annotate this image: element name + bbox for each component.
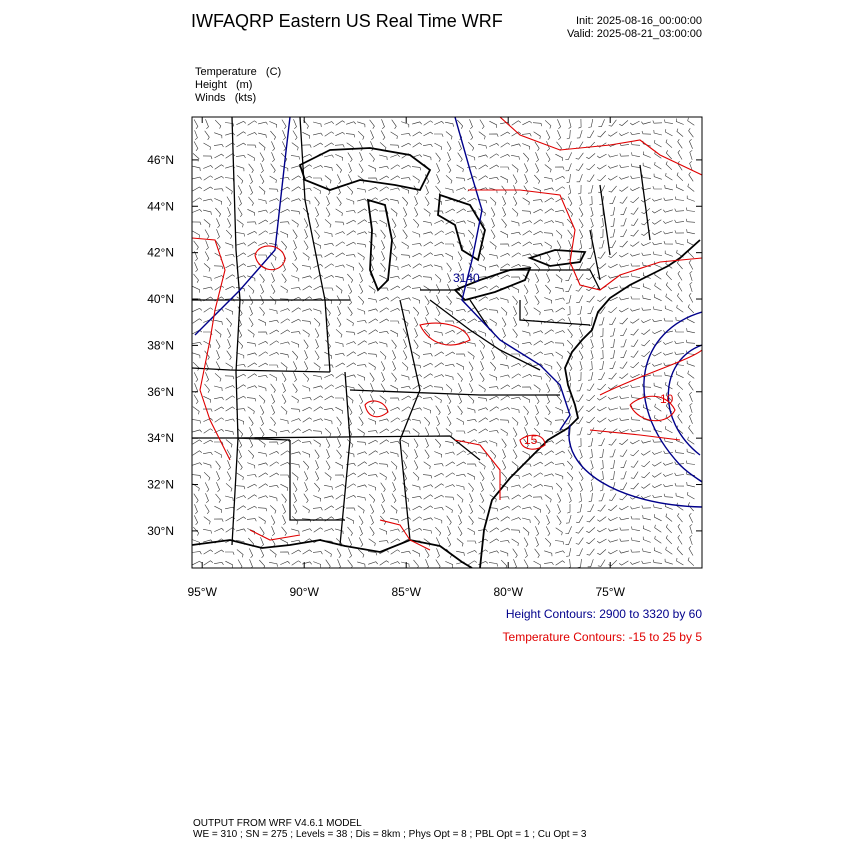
lat-tick-label: 38°N: [147, 338, 174, 352]
lake-huron: [437, 193, 486, 262]
legend-item: Winds (kts): [195, 92, 256, 104]
contour-label: 10: [660, 392, 674, 406]
lat-tick-label: 34°N: [147, 431, 174, 445]
lat-tick-label: 36°N: [147, 385, 174, 399]
contour-label: 3140: [453, 271, 480, 285]
wind-barb-field: [192, 117, 696, 568]
footer-line: WE = 310 ; SN = 275 ; Levels = 38 ; Dis …: [193, 829, 587, 840]
wind-barbs: [192, 117, 696, 568]
title: IWFAQRP Eastern US Real Time WRF: [191, 11, 503, 31]
lake-erie: [453, 266, 532, 302]
lon-tick-label: 75°W: [595, 585, 625, 599]
lat-tick-label: 40°N: [147, 292, 174, 306]
lat-tick-label: 30°N: [147, 524, 174, 538]
coastlines: [192, 147, 701, 568]
lon-tick-label: 85°W: [391, 585, 421, 599]
lake-ontario: [527, 249, 587, 267]
init-time: Init: 2025-08-16_00:00:00: [576, 15, 702, 27]
contour-label: 15: [524, 433, 538, 447]
gulf-coast: [192, 539, 473, 568]
legend-item: Temperature (C): [195, 66, 281, 78]
height-contours: [194, 117, 702, 508]
lon-tick-label: 80°W: [493, 585, 523, 599]
map-frame: [191, 116, 703, 569]
lake-superior: [298, 147, 432, 192]
state-borders: [192, 117, 651, 546]
lon-tick-label: 90°W: [289, 585, 319, 599]
lat-tick-label: 42°N: [147, 246, 174, 260]
lat-tick-label: 44°N: [147, 199, 174, 213]
lon-tick-label: 95°W: [187, 585, 217, 599]
legend-item: Height (m): [195, 79, 252, 91]
lat-tick-label: 32°N: [147, 478, 174, 492]
lat-tick-label: 46°N: [147, 153, 174, 167]
lake-michigan: [366, 198, 393, 292]
footer-line: OUTPUT FROM WRF V4.6.1 MODEL: [193, 818, 362, 829]
temperature-contours: [192, 117, 702, 551]
atlantic-coast: [479, 239, 701, 568]
map: 3140 10 15: [192, 117, 702, 568]
temperature-contour-info: Temperature Contours: -15 to 25 by 5: [503, 630, 703, 644]
height-contour-info: Height Contours: 2900 to 3320 by 60: [506, 607, 702, 621]
valid-time: Valid: 2025-08-21_03:00:00: [567, 28, 702, 40]
